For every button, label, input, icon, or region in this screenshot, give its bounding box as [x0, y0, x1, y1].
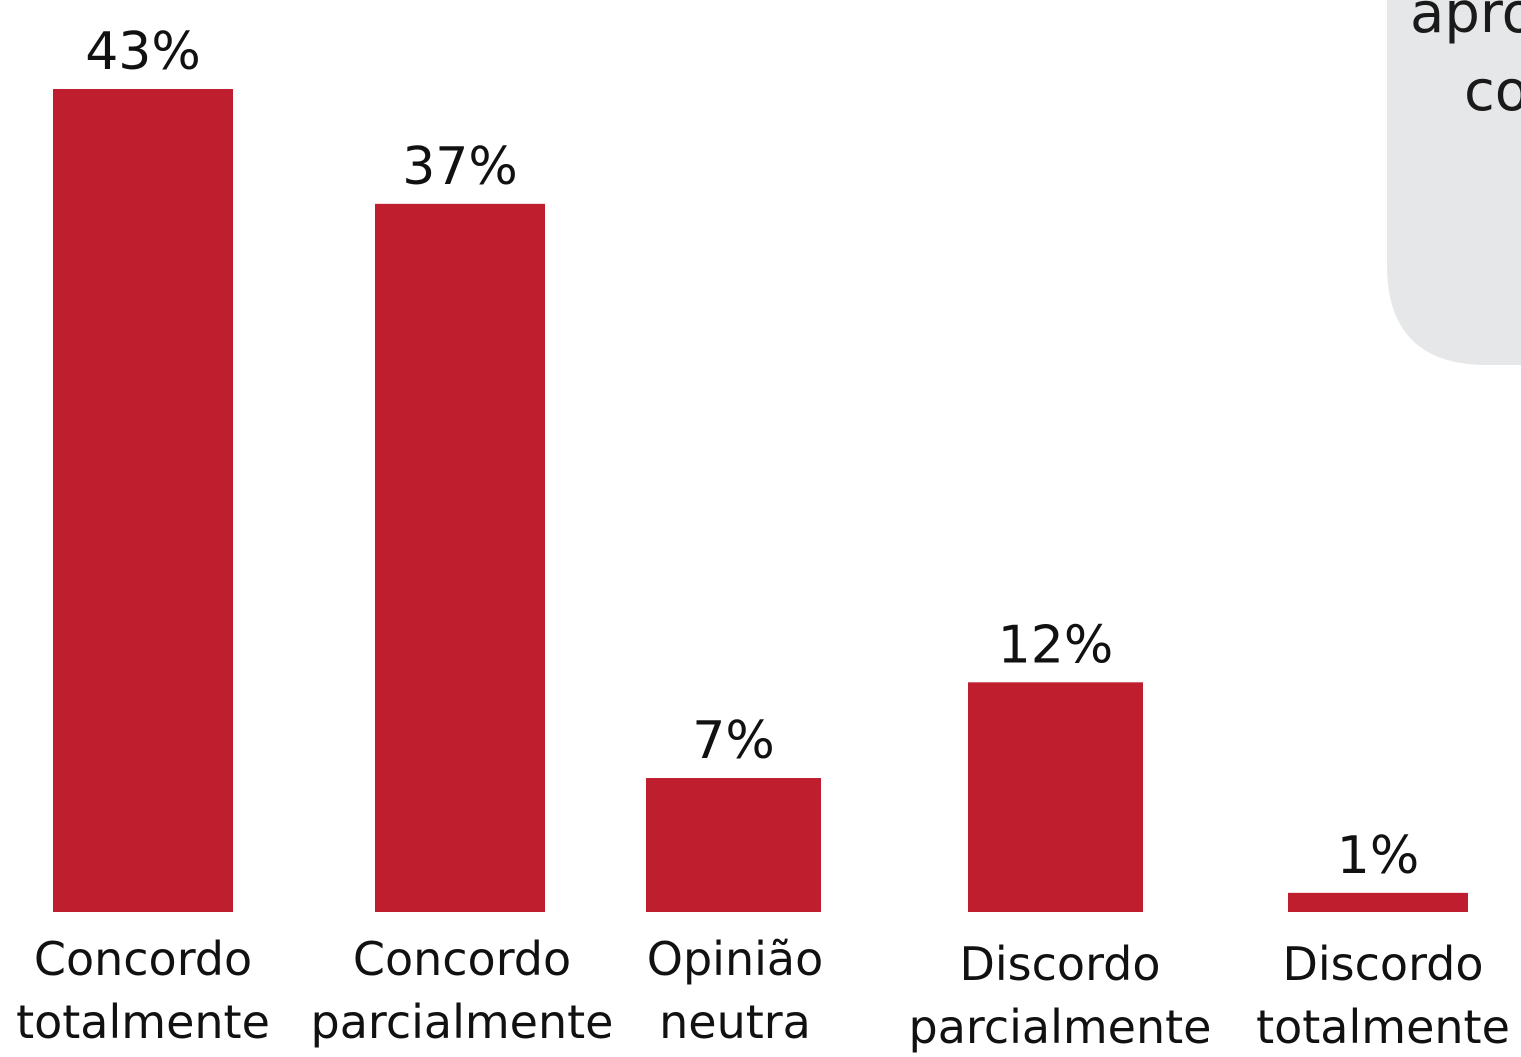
category-label-5-line-2: totalmente: [1256, 1000, 1510, 1054]
category-label-2-line-2: parcialmente: [311, 995, 614, 1049]
category-labels-group: Concordo totalmente Concordo parcialmente Op…: [16, 932, 1510, 1054]
value-label-3: 7%: [692, 711, 775, 771]
value-label-2: 37%: [402, 137, 518, 197]
category-label-4-line-2: parcialmente: [909, 1000, 1212, 1054]
bar-2: [375, 203, 545, 912]
category-label-5-line-1: Discordo: [1282, 937, 1483, 991]
category-label-4-line-1: Discordo: [959, 937, 1160, 991]
value-label-4: 12%: [998, 615, 1114, 675]
callout-box: apro co: [1387, 0, 1521, 365]
category-label-1-line-1: Concordo: [34, 932, 252, 986]
callout-line-2: co: [1464, 59, 1521, 124]
value-label-5: 1%: [1337, 826, 1420, 886]
value-labels-group: 43% 37% 7% 12% 1%: [85, 22, 1419, 886]
bars-group: [53, 89, 1468, 912]
category-label-3-line-2: neutra: [659, 995, 811, 1049]
bar-4: [968, 682, 1143, 912]
category-label-2-line-1: Concordo: [353, 932, 571, 986]
bar-3: [646, 778, 821, 912]
callout-background: [1387, 0, 1521, 365]
callout-line-1: apro: [1410, 0, 1521, 46]
category-label-1-line-2: totalmente: [16, 995, 270, 1049]
category-label-3-line-1: Opinião: [647, 932, 823, 986]
bar-5: [1288, 892, 1468, 912]
bar-1: [53, 89, 233, 912]
value-label-1: 43%: [85, 22, 201, 82]
